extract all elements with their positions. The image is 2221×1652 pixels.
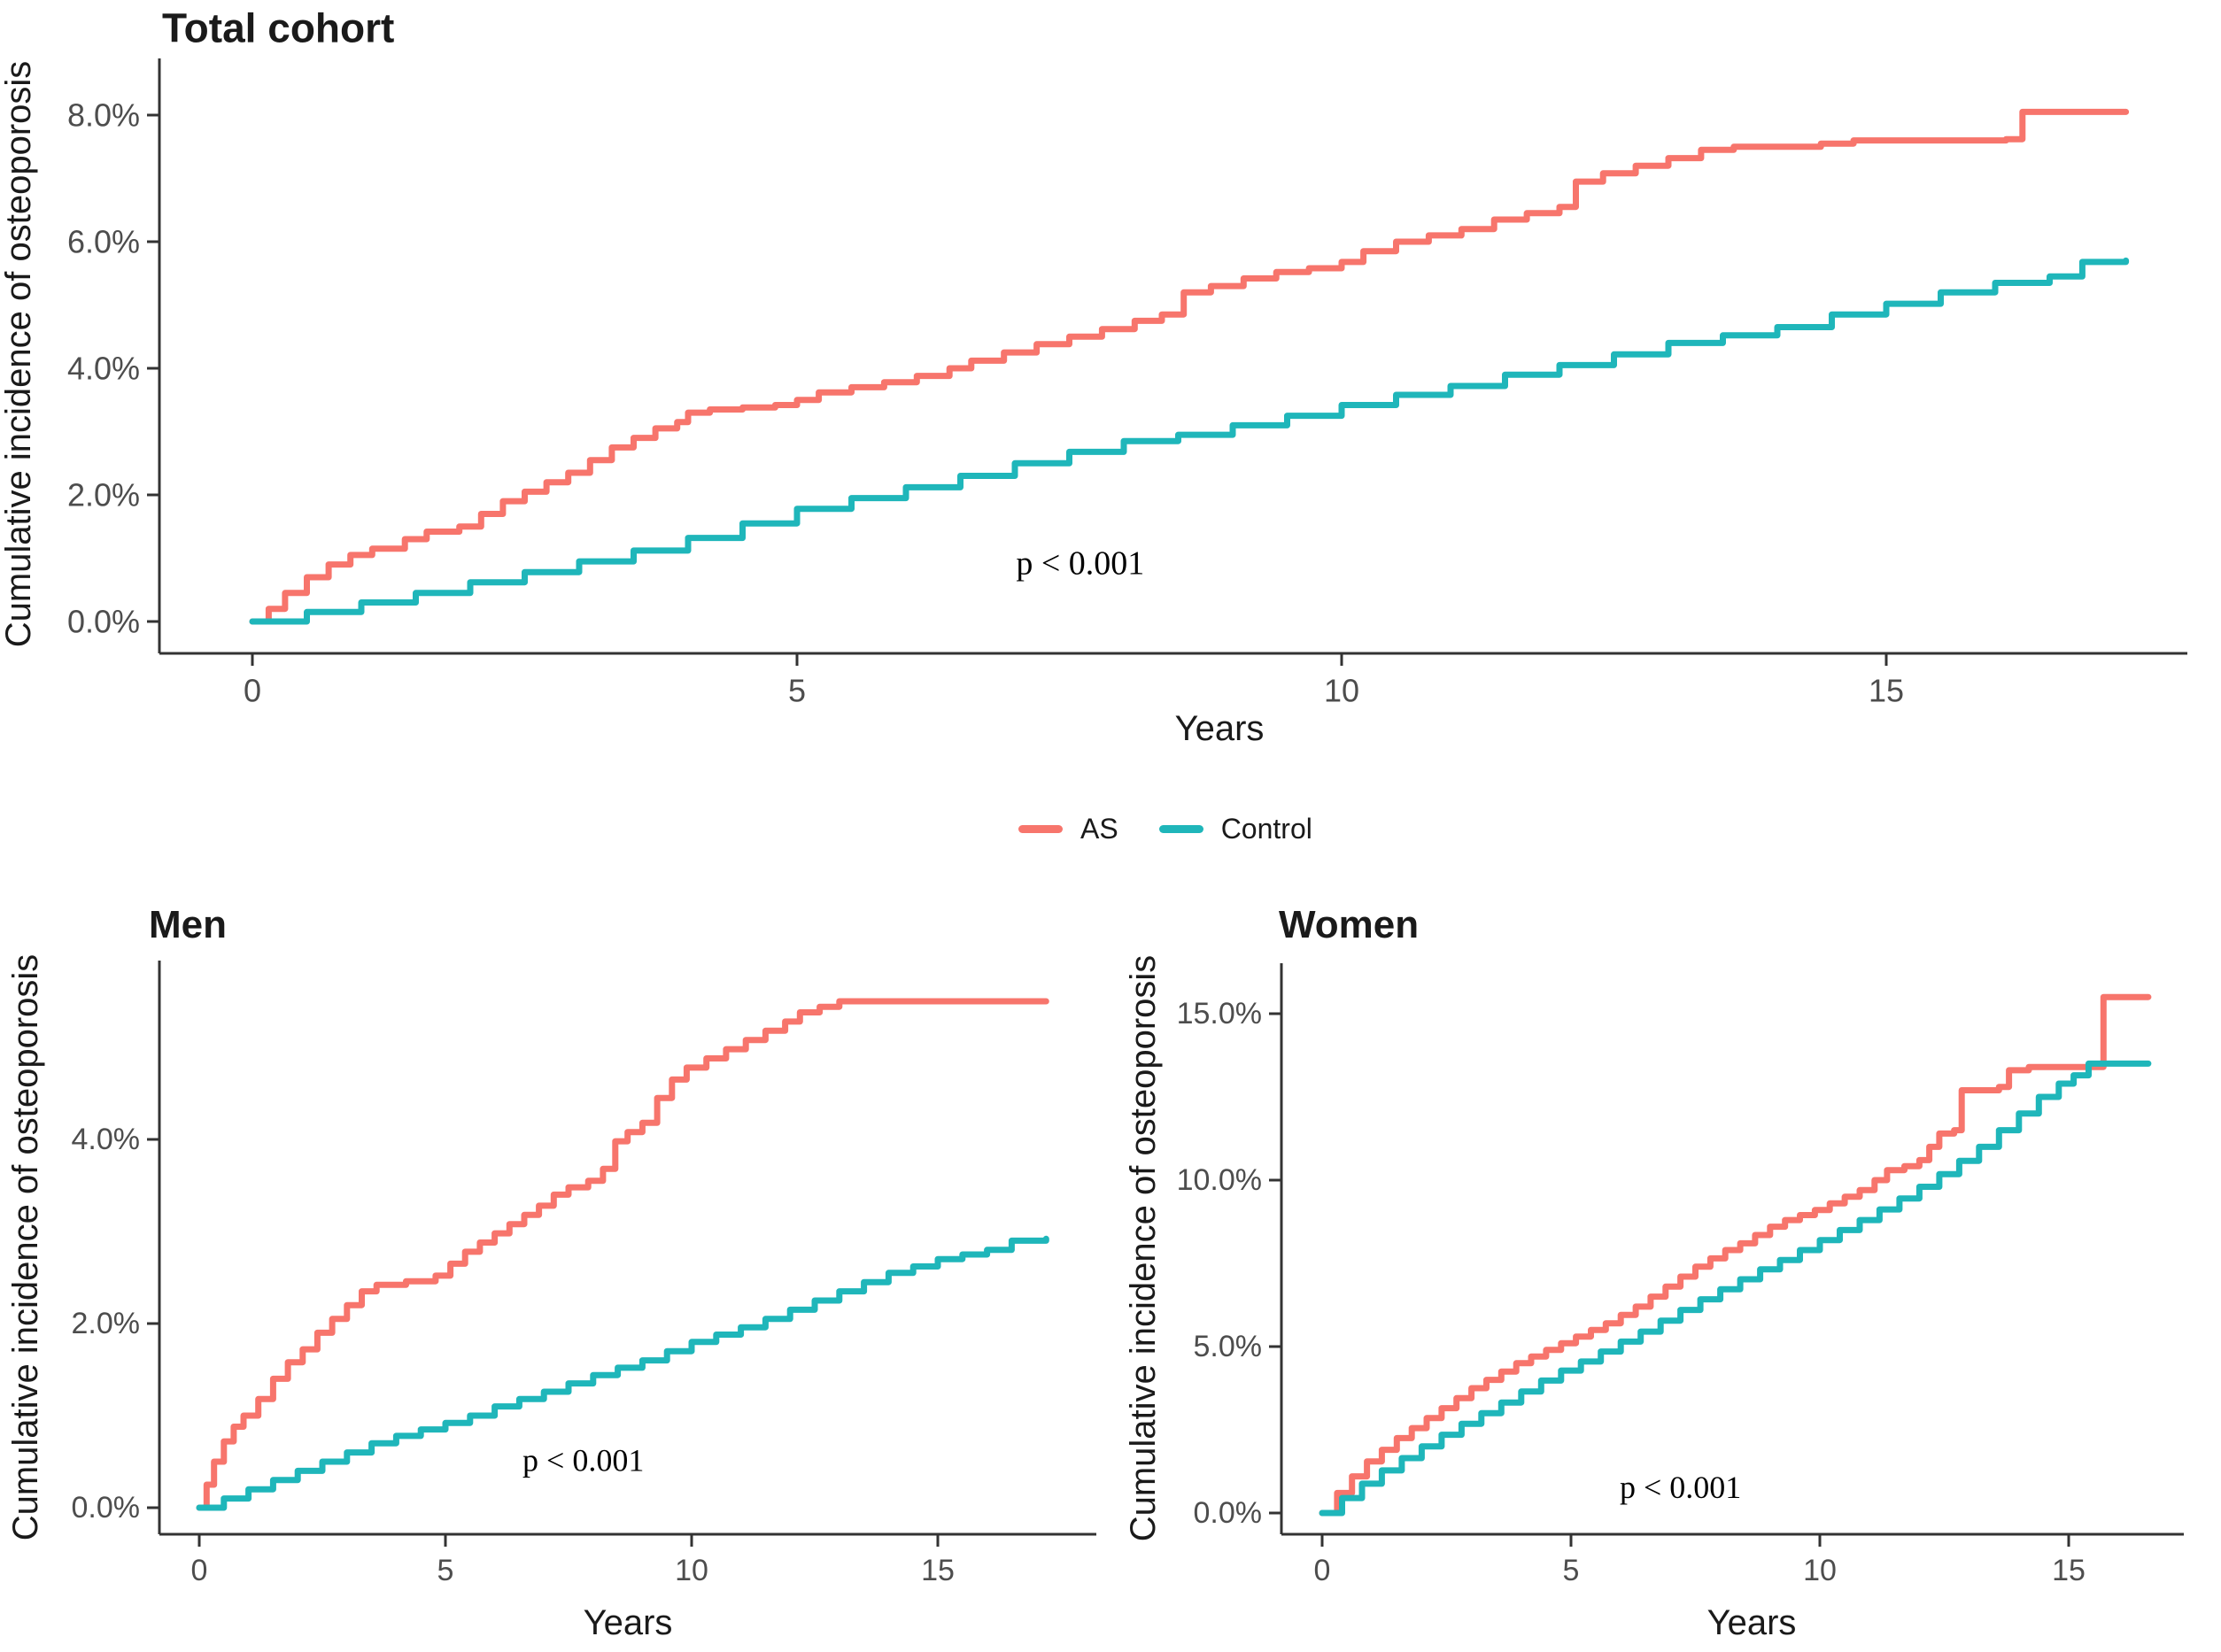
y-tick-label: 2.0% xyxy=(67,477,140,513)
y-axis-title: Cumulative incidence of osteoporosis xyxy=(1124,955,1163,1542)
y-tick-label: 15.0% xyxy=(1177,997,1262,1031)
y-tick-label: 0.0% xyxy=(72,1491,141,1525)
x-tick-label: 15 xyxy=(2052,1554,2086,1587)
y-tick-label: 0.0% xyxy=(67,604,140,640)
x-tick-label: 10 xyxy=(1803,1554,1837,1587)
y-tick-label: 8.0% xyxy=(67,97,140,134)
x-tick-label: 15 xyxy=(1869,672,1904,708)
series-line-as xyxy=(249,108,2130,625)
total-cohort-chart: 0.0% 2.0% 4.0% 6.0% 8.0% 0 5 10 15 Total cohort Cu… xyxy=(0,5,2187,748)
chart-title: Total cohort xyxy=(162,5,394,51)
y-tick-label: 0.0% xyxy=(1194,1496,1263,1530)
y-axis-title: Cumulative incidence of osteoporosis xyxy=(0,61,38,648)
x-tick-label: 0 xyxy=(1314,1554,1331,1587)
chart-title: Women xyxy=(1279,903,1419,946)
as-line-swatch-icon xyxy=(1018,824,1063,833)
x-tick-label: 10 xyxy=(675,1554,708,1587)
control-line-swatch-icon xyxy=(1158,824,1203,833)
y-tick-label: 5.0% xyxy=(1194,1330,1263,1363)
legend-label-as: AS xyxy=(1080,812,1118,845)
women-chart-panel: 0.0% 5.0% 10.0% 15.0% 0 5 10 15 Women Cumulative … xyxy=(1110,885,2221,1652)
p-value-annotation: p < 0.001 xyxy=(522,1442,644,1478)
y-tick-label: 2.0% xyxy=(72,1307,141,1340)
women-chart: 0.0% 5.0% 10.0% 15.0% 0 5 10 15 Women Cumulative … xyxy=(1124,903,2184,1642)
p-value-annotation: p < 0.001 xyxy=(1016,544,1144,582)
series-line-as xyxy=(196,998,1049,1511)
y-axis-title: Cumulative incidence of osteoporosis xyxy=(6,954,45,1541)
y-tick-label: 10.0% xyxy=(1177,1163,1262,1197)
x-tick-label: 0 xyxy=(244,672,261,708)
x-axis-title: Years xyxy=(1707,1603,1797,1642)
x-tick-label: 15 xyxy=(921,1554,955,1587)
series-line-as xyxy=(1319,993,2152,1517)
x-tick-label: 5 xyxy=(437,1554,454,1587)
y-tick-label: 6.0% xyxy=(67,224,140,260)
legend-label-control: Control xyxy=(1220,812,1312,845)
y-tick-label: 4.0% xyxy=(72,1123,141,1156)
total-cohort-chart-panel: 0.0% 2.0% 4.0% 6.0% 8.0% 0 5 10 15 Total cohort Cu… xyxy=(0,0,2221,779)
chart-legend: AS Control xyxy=(1018,807,1312,850)
men-chart-panel: 0.0% 2.0% 4.0% 0 5 10 15 Men Cumulative incidenc… xyxy=(0,885,1110,1652)
x-tick-label: 0 xyxy=(191,1554,208,1587)
x-axis-title: Years xyxy=(1175,709,1265,748)
p-value-annotation: p < 0.001 xyxy=(1620,1470,1741,1505)
y-tick-label: 4.0% xyxy=(67,351,140,387)
legend-item-as: AS xyxy=(1018,813,1118,845)
series-line-control xyxy=(249,257,2130,625)
men-chart: 0.0% 2.0% 4.0% 0 5 10 15 Men Cumulative incidenc… xyxy=(6,903,1096,1642)
x-tick-label: 5 xyxy=(788,672,806,708)
x-tick-label: 5 xyxy=(1563,1554,1580,1587)
series-line-control xyxy=(1319,1060,2152,1517)
series-line-control xyxy=(196,1235,1049,1511)
legend-item-control: Control xyxy=(1158,812,1312,845)
x-tick-label: 10 xyxy=(1324,672,1359,708)
chart-title: Men xyxy=(149,903,227,946)
x-axis-title: Years xyxy=(584,1603,673,1642)
